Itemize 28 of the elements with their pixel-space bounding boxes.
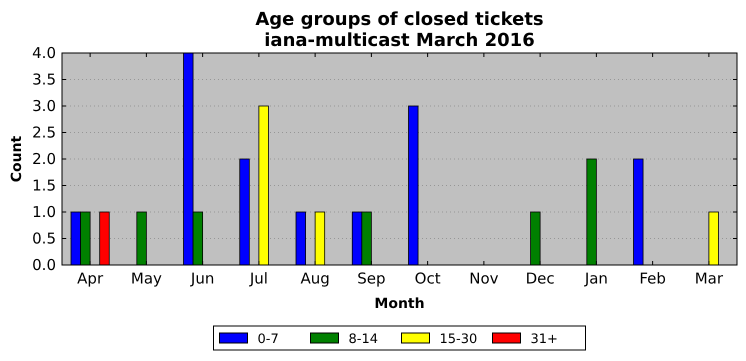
legend-label: 15-30 bbox=[440, 332, 478, 347]
x-tick-label: Aug bbox=[300, 270, 330, 288]
x-tick-label: Jun bbox=[190, 270, 214, 288]
y-tick-label: 3.0 bbox=[32, 96, 56, 115]
x-tick-label: Nov bbox=[469, 270, 499, 288]
x-tick-label: Mar bbox=[694, 270, 724, 288]
legend-label: 31+ bbox=[530, 332, 558, 347]
y-tick-label: 0.5 bbox=[32, 229, 56, 248]
y-tick-label: 2.5 bbox=[32, 123, 56, 142]
y-tick-label: 2.0 bbox=[32, 150, 56, 168]
x-tick-label: Jan bbox=[584, 270, 608, 288]
x-tick-label: Apr bbox=[77, 270, 104, 288]
x-axis-title: Month bbox=[374, 296, 425, 312]
legend-label: 8-14 bbox=[348, 332, 378, 347]
x-tick-label: Jul bbox=[248, 270, 268, 288]
y-tick-label: 0.0 bbox=[32, 256, 56, 274]
legend-label: 0-7 bbox=[258, 332, 279, 347]
chart-title: Age groups of closed tickets iana-multicast March 2016 bbox=[255, 9, 544, 51]
y-tick-label: 1.0 bbox=[32, 202, 56, 221]
y-tick-label: 3.5 bbox=[32, 70, 56, 88]
y-tick-label: 1.5 bbox=[32, 176, 56, 194]
y-axis-title: Count bbox=[9, 135, 25, 182]
x-tick-label: Oct bbox=[414, 270, 441, 288]
x-tick-label: Dec bbox=[526, 270, 555, 288]
x-tick-label: May bbox=[130, 270, 162, 288]
y-tick-label: 4.0 bbox=[32, 44, 56, 62]
x-tick-label: Feb bbox=[639, 270, 666, 288]
x-tick-label: Sep bbox=[357, 270, 386, 288]
